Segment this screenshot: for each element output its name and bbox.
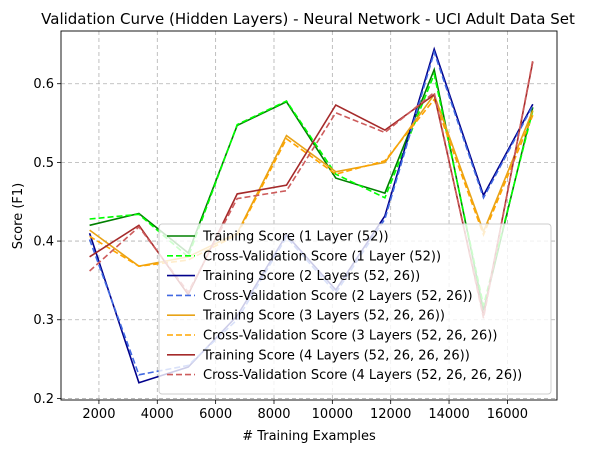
x-tick-label: 16000 xyxy=(487,407,528,422)
x-tick-label: 6000 xyxy=(199,407,232,422)
y-axis-label: Score (F1) xyxy=(11,183,26,249)
x-tick-label: 4000 xyxy=(141,407,174,422)
legend-entry-8: Cross-Validation Score (4 Layers (52, 26… xyxy=(203,368,522,383)
legend-entry-4: Cross-Validation Score (2 Layers (52, 26… xyxy=(203,289,473,304)
legend-entry-1: Training Score (1 Layer (52)) xyxy=(202,230,389,245)
legend-entry-7: Training Score (4 Layers (52, 26, 26, 26… xyxy=(202,348,470,363)
plot-frame xyxy=(60,30,558,401)
y-tick-label: 0.4 xyxy=(33,235,54,250)
x-tick-label: 8000 xyxy=(257,407,290,422)
x-tick-label: 14000 xyxy=(428,407,469,422)
x-tick-label: 10000 xyxy=(312,407,353,422)
plot-area: 2000 4000 6000 8000 10000 12000 14000 16000 0.2 0… xyxy=(33,30,558,422)
legend-box xyxy=(158,223,552,395)
x-axis-label: # Training Examples xyxy=(242,429,376,444)
y-tick-label: 0.6 xyxy=(33,77,54,92)
legend-entry-5: Training Score (3 Layers (52, 26, 26)) xyxy=(202,309,445,324)
x-tick-label: 12000 xyxy=(370,407,411,422)
x-tick-label: 2000 xyxy=(82,407,115,422)
y-tick-label: 0.3 xyxy=(33,313,54,328)
y-tick-label: 0.2 xyxy=(33,392,54,407)
y-tick-label: 0.5 xyxy=(33,156,54,171)
legend-entry-6: Cross-Validation Score (3 Layers (52, 26… xyxy=(203,329,497,344)
legend-entry-3: Training Score (2 Layers (52, 26)) xyxy=(202,269,420,284)
chart-title: Validation Curve (Hidden Layers) - Neura… xyxy=(41,10,575,28)
legend-entry-2: Cross-Validation Score (1 Layer (52)) xyxy=(203,249,441,264)
